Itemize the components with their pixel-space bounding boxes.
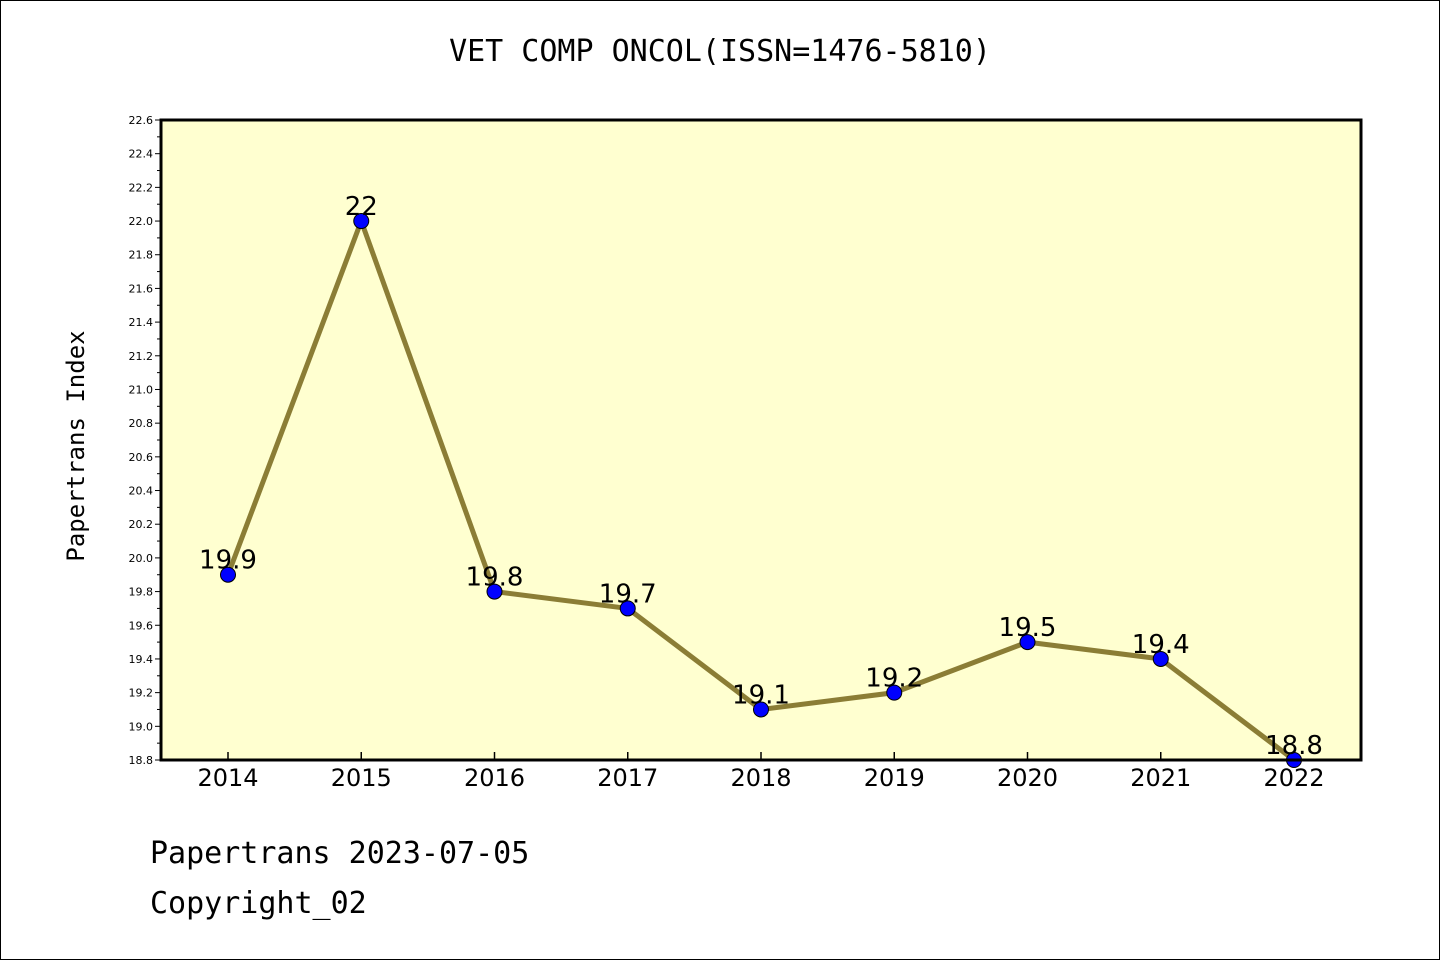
plot-border xyxy=(159,118,1363,762)
y-tick-label: 22.4 xyxy=(129,148,154,161)
y-tick-label: 21.6 xyxy=(129,282,154,295)
plot-area xyxy=(161,120,1361,760)
footer-date-text: Papertrans 2023-07-05 xyxy=(150,836,530,871)
data-point-label: 19.5 xyxy=(999,613,1057,643)
x-tick-label: 2019 xyxy=(864,764,925,792)
x-tick-label: 2020 xyxy=(997,764,1058,792)
data-point-label: 19.8 xyxy=(466,563,524,593)
y-axis-ticks: 18.8 19.0 19.2 19.4 19.6 19.8 20.0 20.2 20.4 20.6… xyxy=(129,114,161,767)
x-tick-label: 2022 xyxy=(1263,764,1324,792)
data-point-label: 19.4 xyxy=(1132,630,1190,660)
y-tick-label: 19.8 xyxy=(129,586,154,599)
data-point-marker xyxy=(1019,634,1036,651)
y-tick-label: 21.4 xyxy=(129,316,154,329)
data-point-marker xyxy=(886,684,903,701)
y-tick-label: 20.4 xyxy=(129,485,154,498)
data-point-marker xyxy=(220,566,236,583)
x-axis-ticks: 2014 2015 2016 2017 2018 2019 2020 2021 2022 xyxy=(197,752,1325,792)
x-tick-label: 2018 xyxy=(730,764,791,792)
footer-copyright-text: Copyright_02 xyxy=(150,886,367,921)
y-tick-label: 22.0 xyxy=(129,215,154,228)
data-point-marker xyxy=(619,600,636,617)
data-labels: 19.9 22 19.8 19.7 19.1 19.2 19.5 19.4 18.8 xyxy=(199,192,1323,761)
y-tick-label: 20.6 xyxy=(129,451,154,464)
y-tick-label: 19.0 xyxy=(129,720,154,733)
y-tick-label: 21.8 xyxy=(129,249,154,262)
y-tick-label: 21.2 xyxy=(129,350,154,363)
y-tick-label: 20.0 xyxy=(129,552,154,565)
data-markers xyxy=(220,213,1302,768)
data-point-marker xyxy=(1152,650,1169,667)
data-point-label: 19.2 xyxy=(865,664,923,694)
x-tick-label: 2017 xyxy=(597,764,658,792)
y-tick-label: 19.4 xyxy=(129,653,154,666)
y-tick-label: 22.2 xyxy=(129,181,154,194)
y-tick-label: 20.2 xyxy=(129,518,154,531)
data-point-marker xyxy=(486,583,503,600)
chart-title: VET COMP ONCOL(ISSN=1476-5810) xyxy=(449,34,991,69)
data-point-label: 19.1 xyxy=(732,680,790,710)
x-tick-label: 2014 xyxy=(197,764,258,792)
data-point-label: 19.9 xyxy=(199,546,257,576)
x-tick-label: 2021 xyxy=(1130,764,1191,792)
data-point-label: 19.7 xyxy=(599,579,657,609)
x-tick-label: 2015 xyxy=(331,764,392,792)
y-tick-label: 19.2 xyxy=(129,687,154,700)
data-point-marker xyxy=(353,213,370,230)
data-point-marker xyxy=(753,701,769,718)
data-point-label: 22 xyxy=(345,192,378,222)
y-tick-label: 21.0 xyxy=(129,383,154,396)
data-point-label: 18.8 xyxy=(1265,731,1323,761)
y-tick-label: 22.6 xyxy=(129,114,154,127)
x-tick-label: 2016 xyxy=(464,764,525,792)
y-tick-label: 18.8 xyxy=(129,754,154,767)
y-tick-label: 20.8 xyxy=(129,417,154,430)
y-tick-label: 19.6 xyxy=(129,619,154,632)
